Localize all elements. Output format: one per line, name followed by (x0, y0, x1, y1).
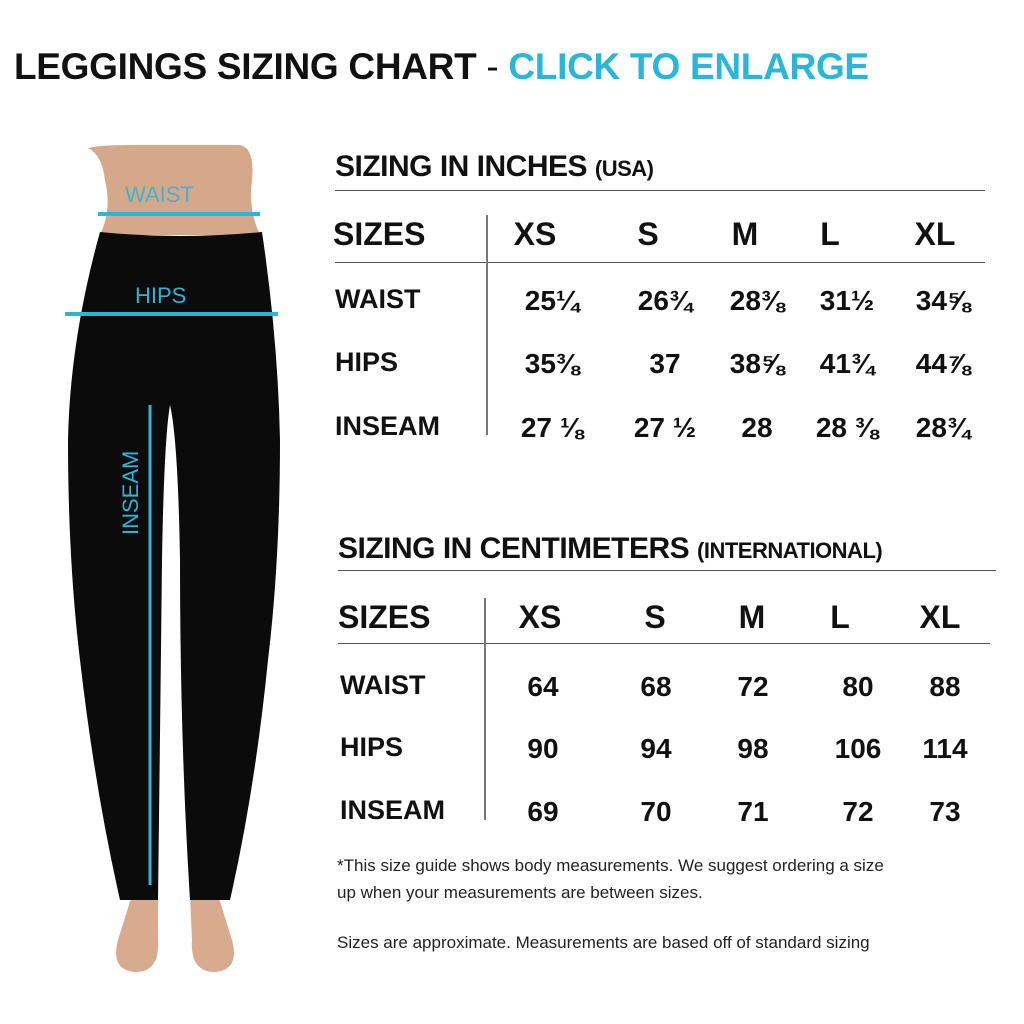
size-header: S (637, 216, 659, 252)
divider (338, 643, 990, 644)
size-header: XL (919, 599, 961, 635)
size-value: 28 ⅜ (815, 412, 879, 443)
size-header: L (820, 216, 840, 252)
divider (484, 598, 486, 820)
cm-title: SIZING IN CENTIMETERS (338, 532, 690, 565)
size-value: 80 (842, 671, 874, 702)
row-label: WAIST (335, 284, 421, 314)
sizes-header: SIZES (338, 599, 431, 635)
size-value: 94 (640, 733, 672, 764)
page-title: LEGGINGS SIZING CHART - CLICK TO ENLARGE (14, 46, 869, 88)
footnote-line2: up when your measurements are between si… (337, 883, 703, 902)
inches-title: SIZING IN INCHES (335, 150, 588, 183)
size-value: 38⅝ (729, 348, 785, 379)
footnote-line3: Sizes are approximate. Measurements are … (337, 933, 870, 952)
divider (335, 190, 985, 191)
size-value: 88 (929, 671, 961, 702)
title-separator: - (486, 46, 499, 87)
size-value: 41¾ (819, 348, 875, 379)
inseam-label: INSEAM (118, 451, 143, 535)
size-value: 28 (741, 412, 773, 443)
size-header: L (830, 599, 850, 635)
row-label: INSEAM (335, 411, 441, 441)
size-value: 70 (640, 796, 672, 827)
size-header: XS (518, 599, 562, 635)
size-value: 37 (649, 348, 681, 379)
body-illustration (68, 145, 280, 972)
size-value: 34⅝ (915, 285, 971, 316)
size-value: 26¾ (637, 285, 693, 316)
size-value: 98 (737, 733, 769, 764)
hips-label: HIPS (135, 283, 186, 308)
size-value: 28¾ (915, 412, 971, 443)
size-header: S (644, 599, 666, 635)
size-value: 44⅞ (915, 348, 971, 379)
size-value: 73 (929, 796, 961, 827)
row-label: HIPS (335, 347, 399, 377)
inches-subtitle: (USA) (594, 156, 654, 181)
waist-label: WAIST (125, 182, 194, 207)
size-value: 68 (640, 671, 672, 702)
size-value: 72 (842, 796, 874, 827)
size-value: 64 (527, 671, 559, 702)
size-value: 106 (834, 733, 882, 764)
size-value: 27 ½ (633, 412, 697, 443)
cm-subtitle: (INTERNATIONAL) (697, 538, 883, 563)
size-value: 71 (737, 796, 769, 827)
row-label: HIPS (340, 732, 404, 762)
size-value: 69 (527, 796, 559, 827)
divider (486, 215, 488, 435)
size-value: 35⅜ (524, 348, 580, 379)
size-header: M (731, 216, 759, 252)
size-value: 90 (527, 733, 559, 764)
footnote-line1: *This size guide shows body measurements… (337, 856, 884, 875)
size-value: 72 (737, 671, 769, 702)
size-header: XS (513, 216, 557, 252)
row-label: WAIST (340, 670, 426, 700)
sizes-header: SIZES (333, 216, 426, 252)
size-value: 28⅜ (729, 285, 785, 316)
title-text: LEGGINGS SIZING CHART (14, 46, 477, 87)
row-label: INSEAM (340, 795, 446, 825)
size-value: 25¼ (524, 285, 580, 316)
size-value: 31½ (819, 285, 875, 316)
inches-heading: SIZING IN INCHES (USA) (335, 150, 654, 184)
leggings-figure: WAIST HIPS INSEAM (65, 145, 280, 972)
size-value: 114 (922, 733, 968, 764)
divider (335, 262, 985, 263)
divider (338, 570, 996, 571)
click-to-enlarge-link[interactable]: CLICK TO ENLARGE (508, 46, 869, 87)
size-header: M (738, 599, 766, 635)
size-value: 27 ⅛ (520, 412, 584, 443)
cm-heading: SIZING IN CENTIMETERS (INTERNATIONAL) (338, 532, 883, 566)
size-header: XL (914, 216, 956, 252)
